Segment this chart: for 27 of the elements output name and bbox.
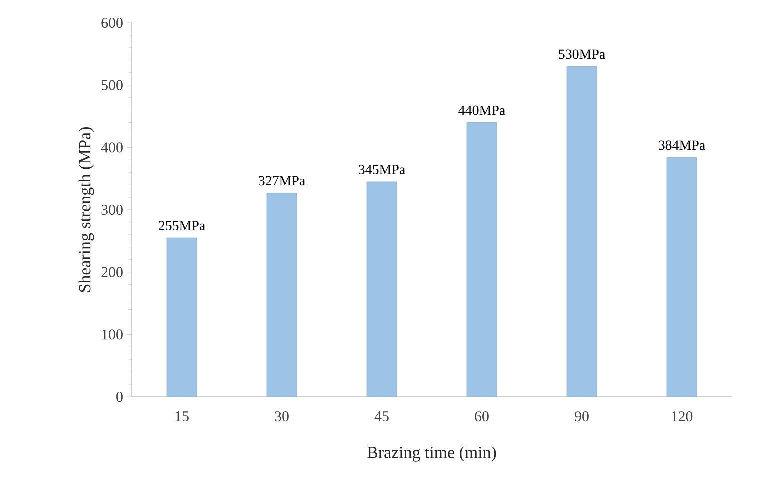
data-label: 384MPa	[659, 140, 706, 150]
bar	[166, 238, 198, 397]
y-tick-label: 200	[102, 267, 123, 278]
x-axis-title: Brazing time (min)	[368, 446, 496, 462]
data-label: 327MPa	[259, 176, 306, 186]
bar	[266, 193, 298, 397]
x-tick-label: 120	[672, 412, 693, 422]
bar	[566, 66, 598, 397]
y-tick-label: 100	[102, 330, 123, 340]
x-tick-label: 30	[275, 412, 289, 422]
bar	[666, 157, 698, 397]
y-tick-label: 600	[102, 18, 123, 28]
bar	[366, 182, 398, 397]
x-tick-label: 15	[176, 412, 189, 422]
data-label: 255MPa	[158, 221, 206, 231]
y-axis-title: Shearing strength (MPa)	[78, 127, 94, 292]
data-label: 530MPa	[559, 50, 606, 60]
y-tick-label: 400	[101, 142, 123, 153]
x-tick-label: 60	[475, 412, 489, 422]
data-label: 440MPa	[458, 106, 506, 116]
y-tick-label: 300	[102, 204, 123, 216]
data-label: 345MPa	[359, 165, 406, 174]
y-tick-label: 500	[102, 80, 123, 90]
x-tick-label: 90	[575, 412, 589, 422]
bar	[466, 122, 498, 397]
x-tick-label: 45	[374, 412, 389, 422]
y-tick-label: 0	[116, 392, 123, 402]
